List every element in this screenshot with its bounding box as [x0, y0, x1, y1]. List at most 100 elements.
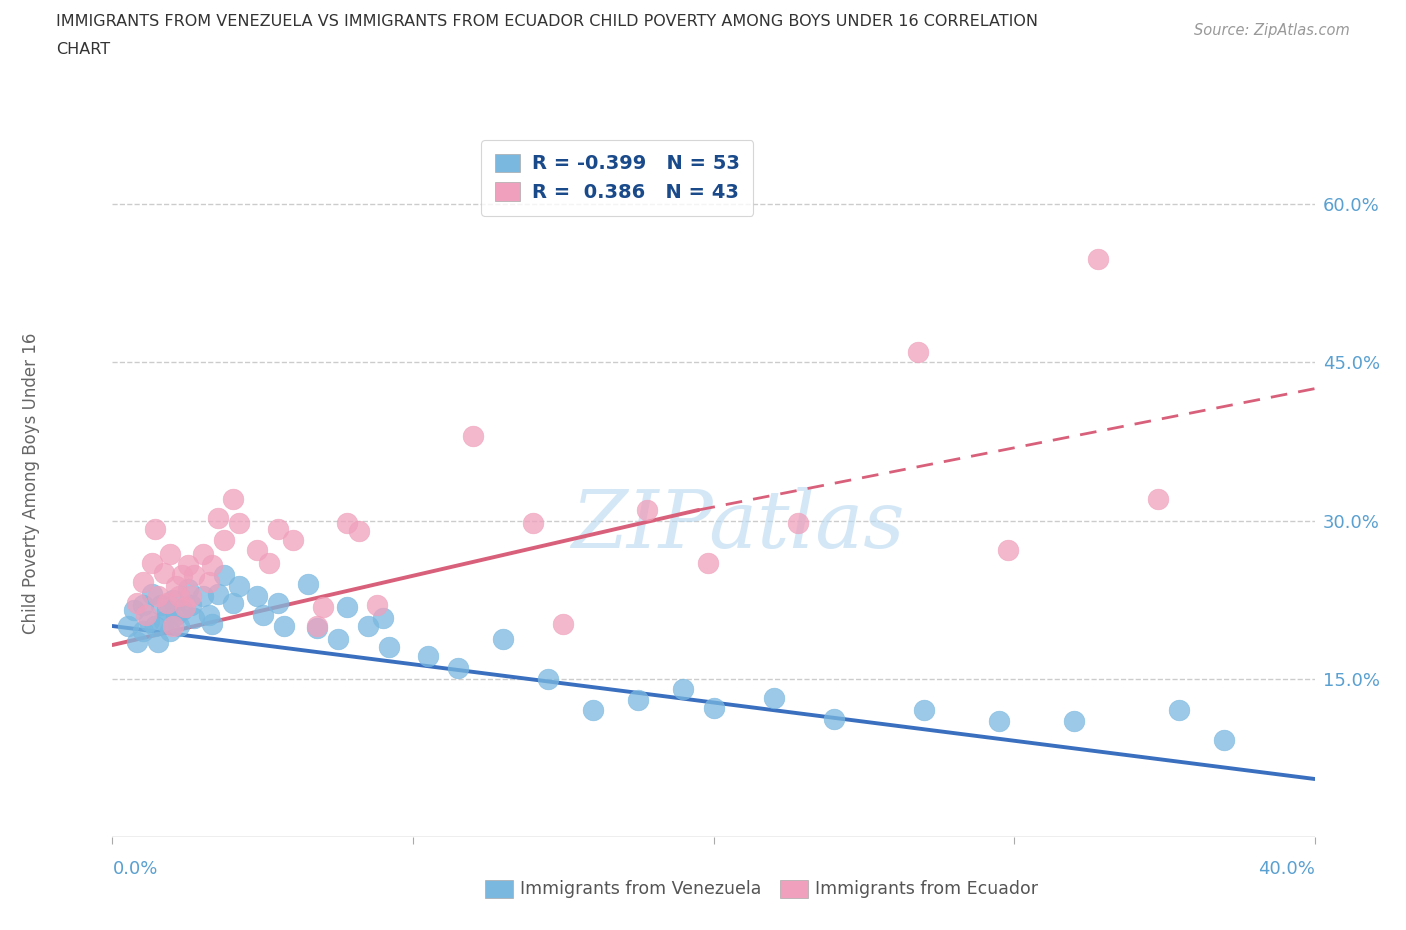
Point	[159, 547, 181, 562]
Point	[117, 618, 139, 633]
Point	[212, 532, 235, 547]
Point	[162, 618, 184, 633]
Point	[297, 577, 319, 591]
Point	[141, 555, 163, 570]
Point	[1213, 733, 1236, 748]
Point	[131, 574, 153, 589]
Point	[162, 592, 184, 607]
Text: ZIPatlas: ZIPatlas	[571, 487, 904, 565]
Point	[228, 515, 250, 530]
Text: 40.0%: 40.0%	[1258, 860, 1315, 878]
Point	[912, 703, 935, 718]
Point	[257, 555, 280, 570]
Point	[492, 631, 515, 646]
Point	[305, 620, 328, 635]
Point	[222, 492, 245, 507]
Point	[131, 597, 153, 612]
Text: Immigrants from Ecuador: Immigrants from Ecuador	[815, 880, 1039, 898]
Point	[378, 640, 401, 655]
Point	[176, 557, 198, 572]
Point	[582, 703, 605, 718]
Point	[131, 624, 153, 639]
Point	[537, 671, 560, 686]
Point	[305, 618, 328, 633]
Point	[672, 682, 695, 697]
Point	[267, 595, 290, 610]
Point	[207, 511, 229, 525]
Point	[762, 690, 785, 705]
Point	[246, 589, 269, 604]
Point	[176, 581, 198, 596]
Point	[167, 618, 190, 633]
Point	[997, 542, 1019, 557]
Point	[371, 610, 394, 625]
Point	[988, 713, 1011, 728]
Point	[312, 600, 335, 615]
Point	[155, 603, 177, 618]
Point	[138, 613, 160, 628]
Point	[180, 589, 202, 604]
Point	[165, 578, 187, 593]
Point	[1147, 492, 1170, 507]
Point	[155, 595, 177, 610]
Point	[336, 600, 359, 615]
Point	[201, 557, 224, 572]
Point	[183, 568, 205, 583]
Point	[143, 618, 166, 633]
Point	[180, 597, 202, 612]
Point	[191, 547, 214, 562]
Point	[553, 617, 575, 631]
Point	[1087, 251, 1109, 266]
Point	[907, 344, 929, 359]
Point	[135, 608, 157, 623]
Point	[702, 701, 725, 716]
Point	[125, 634, 148, 649]
Point	[207, 587, 229, 602]
Point	[636, 502, 658, 517]
Point	[149, 597, 172, 612]
Point	[366, 597, 388, 612]
Text: Source: ZipAtlas.com: Source: ZipAtlas.com	[1194, 23, 1350, 38]
Point	[786, 515, 808, 530]
Point	[267, 522, 290, 537]
Point	[522, 515, 544, 530]
Point	[273, 618, 295, 633]
Point	[159, 624, 181, 639]
Point	[1168, 703, 1191, 718]
Text: IMMIGRANTS FROM VENEZUELA VS IMMIGRANTS FROM ECUADOR CHILD POVERTY AMONG BOYS UN: IMMIGRANTS FROM VENEZUELA VS IMMIGRANTS …	[56, 14, 1038, 29]
Point	[281, 532, 304, 547]
Text: Child Poverty Among Boys Under 16: Child Poverty Among Boys Under 16	[22, 333, 39, 634]
Point	[212, 568, 235, 583]
Legend: R = -0.399   N = 53, R =  0.386   N = 43: R = -0.399 N = 53, R = 0.386 N = 43	[481, 140, 754, 216]
Point	[336, 515, 359, 530]
Text: CHART: CHART	[56, 42, 110, 57]
Text: 0.0%: 0.0%	[112, 860, 157, 878]
Point	[696, 555, 718, 570]
Point	[173, 600, 195, 615]
Point	[167, 589, 190, 604]
Point	[201, 617, 224, 631]
Point	[183, 610, 205, 625]
Point	[357, 618, 380, 633]
Text: Immigrants from Venezuela: Immigrants from Venezuela	[520, 880, 762, 898]
Point	[347, 524, 370, 538]
Point	[191, 589, 214, 604]
Point	[143, 522, 166, 537]
Point	[146, 589, 169, 604]
Point	[170, 603, 193, 618]
Point	[447, 661, 470, 676]
Point	[228, 578, 250, 593]
Point	[246, 542, 269, 557]
Point	[823, 711, 845, 726]
Point	[122, 603, 145, 618]
Point	[461, 429, 484, 444]
Point	[152, 613, 174, 628]
Point	[125, 595, 148, 610]
Point	[1063, 713, 1085, 728]
Point	[627, 693, 650, 708]
Point	[416, 648, 439, 663]
Point	[197, 608, 219, 623]
Point	[146, 634, 169, 649]
Point	[152, 565, 174, 580]
Point	[326, 631, 349, 646]
